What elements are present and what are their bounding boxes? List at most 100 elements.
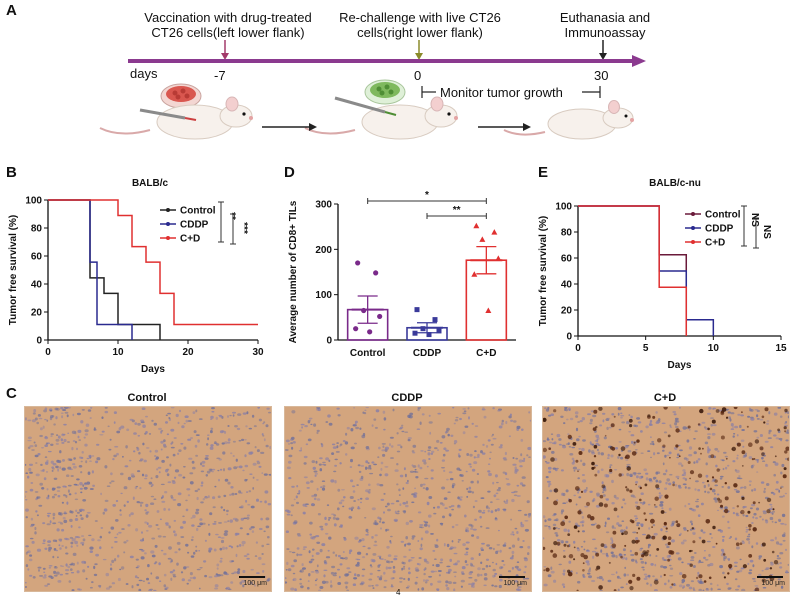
- cd8-stain: [663, 407, 668, 410]
- nucleus: [580, 546, 583, 548]
- sig-label: **: [453, 205, 461, 216]
- nucleus: [414, 487, 416, 490]
- nucleus: [521, 484, 526, 487]
- nucleus: [553, 513, 557, 516]
- x-tick-label: 0: [45, 347, 51, 358]
- nucleus: [675, 475, 680, 478]
- nucleus: [310, 571, 315, 573]
- nucleus: [251, 530, 255, 533]
- nucleus: [194, 444, 198, 448]
- nucleus: [42, 539, 46, 542]
- nucleus: [250, 526, 255, 529]
- nucleus: [428, 575, 433, 578]
- nucleus: [392, 570, 396, 574]
- nucleus: [145, 415, 148, 418]
- nucleus: [640, 523, 644, 526]
- nucleus: [550, 413, 554, 416]
- nucleus: [586, 562, 590, 566]
- nucleus: [526, 500, 530, 504]
- nucleus: [195, 434, 200, 436]
- nucleus: [705, 462, 708, 466]
- nucleus: [748, 571, 752, 575]
- nucleus: [552, 523, 557, 527]
- nucleus: [247, 503, 251, 506]
- cd8-stain: [675, 428, 680, 433]
- nucleus: [591, 579, 596, 583]
- cd8-stain: [763, 421, 766, 424]
- nucleus: [733, 489, 738, 491]
- nucleus: [423, 461, 427, 465]
- nucleus: [412, 452, 416, 454]
- nucleus: [292, 578, 295, 581]
- nucleus: [397, 510, 400, 513]
- nucleus: [596, 576, 599, 579]
- nucleus: [494, 517, 497, 520]
- nucleus: [160, 448, 163, 451]
- nucleus: [55, 442, 59, 445]
- scale-label-control: 100 μm: [243, 580, 268, 587]
- nucleus: [183, 566, 187, 570]
- nucleus: [514, 527, 518, 530]
- nucleus: [44, 584, 49, 587]
- nucleus: [147, 564, 150, 568]
- nucleus: [649, 512, 654, 515]
- nucleus: [114, 541, 118, 543]
- nucleus: [740, 567, 745, 570]
- nucleus: [67, 565, 71, 569]
- nucleus: [666, 454, 670, 457]
- nucleus: [615, 571, 618, 574]
- cd8-stain: [553, 541, 558, 546]
- nucleus: [25, 508, 29, 512]
- nucleus: [182, 476, 186, 479]
- nucleus: [139, 548, 143, 551]
- nucleus: [770, 561, 773, 564]
- nucleus: [61, 433, 65, 437]
- cd8-stain: [590, 516, 595, 521]
- nucleus: [750, 409, 754, 412]
- nucleus: [197, 525, 201, 528]
- nucleus: [74, 492, 77, 495]
- nucleus: [113, 421, 116, 424]
- nucleus: [575, 415, 579, 418]
- nucleus: [743, 505, 747, 508]
- nucleus: [323, 574, 326, 578]
- nucleus: [128, 514, 131, 517]
- nucleus: [365, 553, 369, 556]
- nucleus: [232, 455, 235, 457]
- nucleus: [67, 432, 70, 434]
- nucleus: [399, 426, 404, 429]
- cd8-stain: [624, 544, 627, 547]
- nucleus: [676, 456, 680, 459]
- nucleus: [591, 443, 595, 446]
- nucleus: [89, 550, 94, 553]
- nucleus: [115, 500, 119, 502]
- cd8-stain: [650, 518, 655, 524]
- nucleus: [659, 501, 664, 504]
- cd8-stain: [612, 530, 617, 535]
- nucleus: [262, 435, 265, 437]
- nucleus: [66, 474, 70, 477]
- nucleus: [520, 453, 523, 457]
- x-category-label: C+D: [476, 348, 496, 359]
- nucleus: [390, 585, 394, 588]
- nucleus: [223, 430, 227, 434]
- nucleus: [91, 538, 95, 542]
- nucleus: [233, 466, 238, 470]
- nucleus: [350, 458, 353, 463]
- nucleus: [630, 415, 633, 419]
- cd8-stain: [751, 458, 754, 461]
- nucleus: [768, 411, 771, 415]
- nucleus: [357, 498, 360, 501]
- nucleus: [745, 514, 749, 518]
- nucleus: [741, 588, 746, 591]
- nucleus: [673, 583, 676, 586]
- nucleus: [546, 496, 549, 500]
- nucleus: [528, 456, 531, 458]
- nucleus: [337, 582, 342, 585]
- nucleus: [339, 524, 343, 527]
- nucleus: [213, 521, 217, 523]
- legend-label: CDDP: [180, 220, 209, 231]
- nucleus: [743, 486, 747, 489]
- nucleus: [684, 504, 687, 508]
- cd8-stain: [671, 583, 674, 586]
